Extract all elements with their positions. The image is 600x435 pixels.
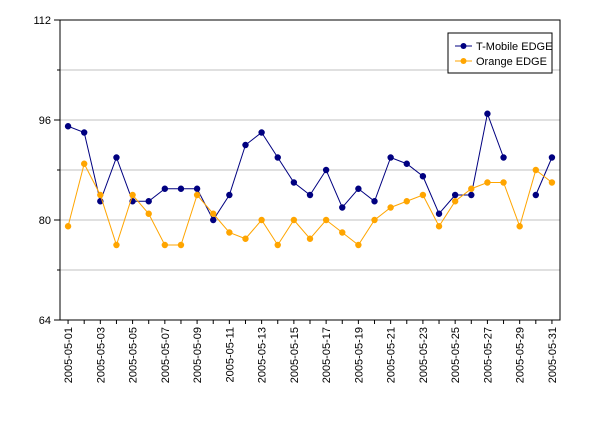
data-point-orange <box>548 179 556 186</box>
data-point-orange <box>451 198 459 205</box>
x-tick-label: 2005-05-17 <box>321 327 333 383</box>
data-point-tmobile <box>145 198 152 205</box>
data-point-orange <box>403 198 410 205</box>
data-point-tmobile <box>242 141 249 149</box>
data-point-tmobile <box>419 173 427 180</box>
data-point-orange <box>500 179 507 186</box>
y-tick-label: 96 <box>39 115 51 127</box>
series-line-orange <box>67 162 553 247</box>
data-point-orange <box>322 216 330 224</box>
data-point-tmobile <box>468 191 475 199</box>
data-point-tmobile <box>451 191 459 199</box>
legend-marker-orange <box>460 58 467 64</box>
x-tick-label: 2005-05-25 <box>450 327 462 383</box>
data-point-orange <box>468 185 475 192</box>
data-point-orange <box>435 223 443 230</box>
data-point-orange <box>290 216 298 224</box>
x-tick-label: 2005-05-09 <box>192 327 204 383</box>
data-point-orange <box>145 210 152 217</box>
data-point-orange <box>210 210 217 217</box>
legend-box <box>447 32 553 74</box>
x-tick-label: 2005-05-19 <box>353 327 365 383</box>
data-point-orange <box>355 241 362 249</box>
data-point-tmobile <box>435 210 443 217</box>
data-point-orange <box>242 235 249 242</box>
data-point-orange <box>64 223 72 230</box>
data-point-orange <box>226 229 233 236</box>
y-tick-label: 64 <box>39 315 51 327</box>
data-point-orange <box>80 160 88 167</box>
data-point-orange <box>419 191 427 199</box>
y-tick-label: 112 <box>33 15 51 27</box>
data-point-tmobile <box>64 123 72 130</box>
axis-layer: 64 80 96 112 2005-05-01 2005-05-03 2005-05-05 2… <box>33 15 558 383</box>
x-tick-label: 2005-05-03 <box>95 327 107 383</box>
data-point-tmobile <box>355 185 362 192</box>
data-point-tmobile <box>532 191 540 199</box>
data-point-orange <box>161 241 169 249</box>
data-point-orange <box>177 241 185 249</box>
data-point-tmobile <box>484 110 491 117</box>
data-point-tmobile <box>339 204 346 211</box>
data-point-tmobile <box>193 185 201 192</box>
x-tick-label: 2005-05-07 <box>160 327 172 383</box>
series-line-tmobile <box>67 111 505 221</box>
data-point-tmobile <box>322 166 330 174</box>
data-point-orange <box>516 223 523 230</box>
legend-label-tmobile: T-Mobile EDGE <box>476 41 552 53</box>
data-point-tmobile <box>548 154 556 161</box>
data-point-tmobile <box>210 216 217 224</box>
data-point-orange <box>274 241 281 249</box>
data-point-tmobile <box>290 179 298 186</box>
legend-marker-tmobile <box>460 43 467 49</box>
data-point-orange <box>484 179 491 186</box>
data-point-orange <box>193 191 201 199</box>
data-point-tmobile <box>274 154 281 161</box>
x-tick-label: 2005-05-05 <box>128 327 140 383</box>
data-point-orange <box>129 191 136 199</box>
data-point-orange <box>387 204 394 211</box>
data-point-orange <box>306 235 314 242</box>
x-tick-label: 2005-05-23 <box>418 327 430 383</box>
x-tick-label: 2005-05-01 <box>63 327 75 383</box>
y-tick-label: 80 <box>39 215 51 227</box>
data-point-orange <box>97 191 104 199</box>
x-tick-label: 2005-05-29 <box>515 327 527 383</box>
data-point-orange <box>113 241 120 249</box>
x-tick-label: 2005-05-13 <box>257 327 269 383</box>
data-point-tmobile <box>306 191 314 199</box>
x-tick-label: 2005-05-15 <box>289 327 301 383</box>
x-tick-label: 2005-05-27 <box>482 327 494 383</box>
x-tick-label: 2005-05-11 <box>224 327 236 382</box>
data-point-orange <box>532 166 540 174</box>
data-point-orange <box>371 216 378 224</box>
data-point-tmobile <box>113 154 120 161</box>
data-point-tmobile <box>258 129 265 136</box>
data-point-tmobile <box>177 185 185 192</box>
data-point-tmobile <box>403 160 410 167</box>
data-point-tmobile <box>371 198 378 205</box>
data-point-tmobile <box>80 129 88 136</box>
data-point-tmobile <box>500 154 507 161</box>
data-point-tmobile <box>387 154 394 161</box>
x-tick-label: 2005-05-21 <box>386 327 398 383</box>
x-tick-label: 2005-05-31 <box>547 327 559 383</box>
data-point-orange <box>339 229 346 236</box>
data-point-tmobile <box>226 191 233 199</box>
data-point-orange <box>258 216 265 224</box>
legend: T-Mobile EDGE Orange EDGE <box>447 32 553 74</box>
data-point-tmobile <box>161 185 169 192</box>
grid-layer <box>60 69 560 271</box>
series-layer <box>64 110 556 249</box>
legend-label-orange: Orange EDGE <box>476 56 547 68</box>
